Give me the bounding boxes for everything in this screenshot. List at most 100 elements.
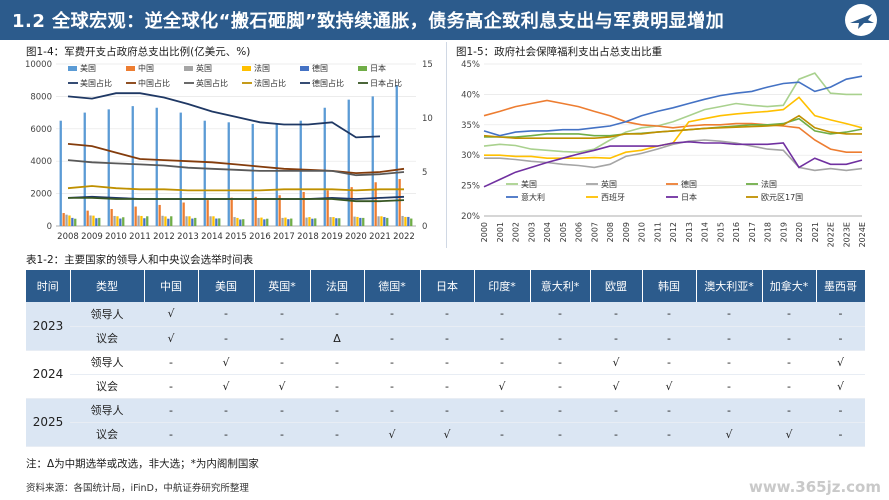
bar-德国	[407, 216, 410, 226]
x-tick-label: 2017	[748, 222, 757, 242]
y-tick-label: 35%	[461, 121, 480, 131]
table-cell: -	[696, 326, 762, 351]
bar-法国	[116, 216, 119, 226]
legend-label: 法国占比	[254, 78, 286, 88]
y-tick-label: 40%	[461, 90, 480, 100]
bar-日本	[362, 217, 365, 226]
legend-label: 英国占比	[196, 78, 228, 88]
table-cell: -	[310, 422, 364, 447]
legend-label: 德国	[681, 179, 697, 189]
chart-1-title: 图1-4：军费开支占政府总支出比例(亿美元、%)	[26, 46, 251, 58]
line-美国占比	[67, 92, 381, 139]
bar-日本	[170, 216, 173, 226]
bar-法国	[212, 216, 215, 226]
bar-德国	[383, 217, 386, 226]
table-cell: -	[816, 422, 865, 447]
x-tick-label: 2021	[811, 222, 820, 242]
table-cell: -	[198, 302, 254, 327]
x-tick-label: 2009	[622, 222, 631, 242]
bar-美国	[371, 96, 374, 227]
bar-英国	[329, 217, 332, 226]
company-logo-icon	[845, 4, 877, 36]
table-cell: -	[530, 350, 590, 375]
table-header-cell: 欧盟	[590, 270, 643, 302]
page-title: 1.2 全球宏观：逆全球化“搬石砸脚”致持续通胀，债务高企致利息支出与军费明显增…	[12, 11, 725, 32]
bar-英国	[305, 217, 308, 226]
x-tick-label: 2019	[321, 232, 343, 242]
table-cell: √	[816, 350, 865, 375]
line-意大利	[483, 75, 863, 137]
watermark: www.365jz.com	[748, 478, 881, 496]
legend-label: 日本	[681, 192, 697, 202]
legend-label: 美国	[80, 63, 96, 73]
table-cell: -	[420, 326, 474, 351]
y-tick-label: 20%	[461, 212, 480, 222]
line-德国	[483, 99, 862, 153]
legend-swatch	[242, 66, 251, 71]
bar-英国	[233, 217, 236, 226]
x-tick-label: 2006	[575, 222, 584, 242]
legend-label: 日本占比	[370, 78, 402, 88]
x-tick-label: 2018	[297, 232, 319, 242]
x-tick-label: 2000	[480, 222, 489, 242]
bar-法国	[188, 216, 191, 226]
table-cell: -	[642, 422, 696, 447]
year-cell: 2025	[26, 398, 70, 447]
bar-中国	[398, 179, 401, 226]
table-cell: -	[144, 350, 198, 375]
legend-label: 德国	[312, 63, 328, 73]
bar-美国	[59, 120, 62, 226]
bar-德国	[71, 217, 74, 226]
x-tick-label: 2011	[653, 222, 662, 242]
x-tick-label: 2005	[559, 222, 568, 242]
table-cell: -	[144, 398, 198, 423]
table-cell: -	[762, 302, 816, 327]
table-cell: -	[474, 326, 530, 351]
x-tick-label: 2004	[543, 222, 552, 242]
table-header-cell: 美国	[198, 270, 255, 302]
legend-label: 美国占比	[80, 78, 112, 88]
table-cell: -	[816, 398, 865, 423]
table-note: 注：Δ为中期选举或改选，非大选；*为内阁制国家	[26, 458, 259, 470]
year-cell: 2023	[26, 302, 70, 351]
bar-法国	[380, 216, 383, 226]
y2-tick-label: 5	[422, 168, 427, 178]
table-header-cell: 时间	[26, 270, 71, 302]
y-tick-label: 45%	[461, 60, 480, 70]
line-美国	[483, 72, 862, 154]
y2-tick-label: 0	[422, 222, 427, 232]
bar-美国	[323, 107, 326, 226]
bar-德国	[239, 219, 242, 226]
table-cell: -	[530, 422, 590, 447]
bar-美国	[203, 120, 206, 226]
table-cell: -	[696, 398, 762, 423]
table-cell: -	[696, 350, 762, 375]
y-tick-label: 0	[47, 222, 52, 232]
y-tick-label: 10000	[25, 60, 52, 70]
table-cell: -	[254, 302, 310, 327]
bar-美国	[83, 112, 86, 226]
x-tick-label: 2012	[669, 222, 678, 242]
bar-中国	[62, 213, 65, 226]
bar-中国	[278, 195, 281, 226]
y-tick-label: 2000	[30, 190, 52, 200]
legend-label: 法国	[761, 179, 777, 189]
table-header-cell: 中国	[144, 270, 199, 302]
legend-label: 日本	[370, 63, 386, 73]
x-tick-label: 2002	[512, 222, 521, 242]
table-cell: √	[590, 350, 642, 375]
bar-日本	[410, 218, 413, 226]
bar-中国	[374, 182, 377, 226]
table-cell: √	[816, 374, 865, 399]
chart-social-welfare: 20% 25% 30% 35% 40% 45% 2000 2001 2002 2003 2004 20…	[461, 60, 867, 247]
table-cell: -	[254, 326, 310, 351]
table-cell: √	[254, 374, 310, 399]
table-row: 议会 - √ √ - - - √ - √ √ - - √	[26, 374, 865, 399]
table-cell: -	[762, 350, 816, 375]
table-cell: -	[642, 302, 696, 327]
y-tick-label: 4000	[30, 157, 52, 167]
bar-德国	[335, 218, 338, 226]
x-tick-label: 2023E	[842, 222, 851, 247]
election-table: 时间 类型 中国 美国 英国* 法国 德国* 日本 印度* 意大利* 欧盟 韩国 澳大利亚* 加拿大* 墨西…	[26, 270, 866, 447]
table-cell: -	[762, 374, 816, 399]
